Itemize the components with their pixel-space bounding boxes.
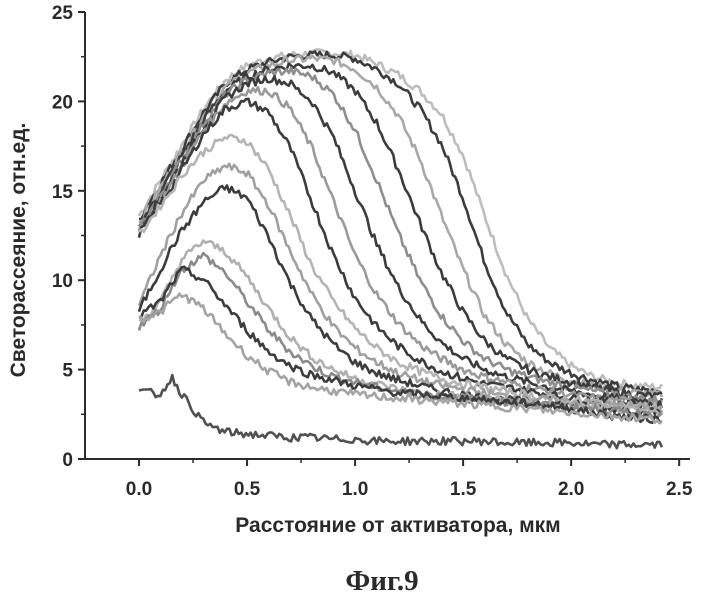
x-tick-label: 2.0: [558, 479, 584, 500]
series-line-10: [139, 164, 662, 411]
x-tick-label: 0.0: [126, 479, 152, 500]
plot-lines: [139, 49, 662, 448]
x-axis-title: Расстояние от активатора, мкм: [235, 514, 560, 537]
x-tick-label: 2.5: [666, 479, 693, 500]
series-line-8: [139, 99, 662, 408]
axes: [85, 12, 690, 459]
x-tick-label: 1.5: [450, 479, 477, 500]
y-axis-title: Светорассеяние, отн.ед.: [7, 123, 30, 378]
y-tick-label: 15: [52, 182, 74, 203]
y-tick-label: 25: [52, 3, 74, 24]
x-tick-label: 1.0: [342, 479, 368, 500]
y-tick-label: 10: [52, 271, 73, 292]
y-tick-label: 5: [62, 361, 73, 382]
x-tick-label: 0.5: [234, 479, 261, 500]
ticks: 0.0 0.5 1.0 1.5 2.0 2.5 0 5 10 15 20 25: [52, 3, 693, 500]
figure-caption: Фиг.9: [345, 565, 418, 597]
y-tick-label: 20: [52, 92, 73, 113]
y-tick-label: 0: [62, 450, 73, 471]
